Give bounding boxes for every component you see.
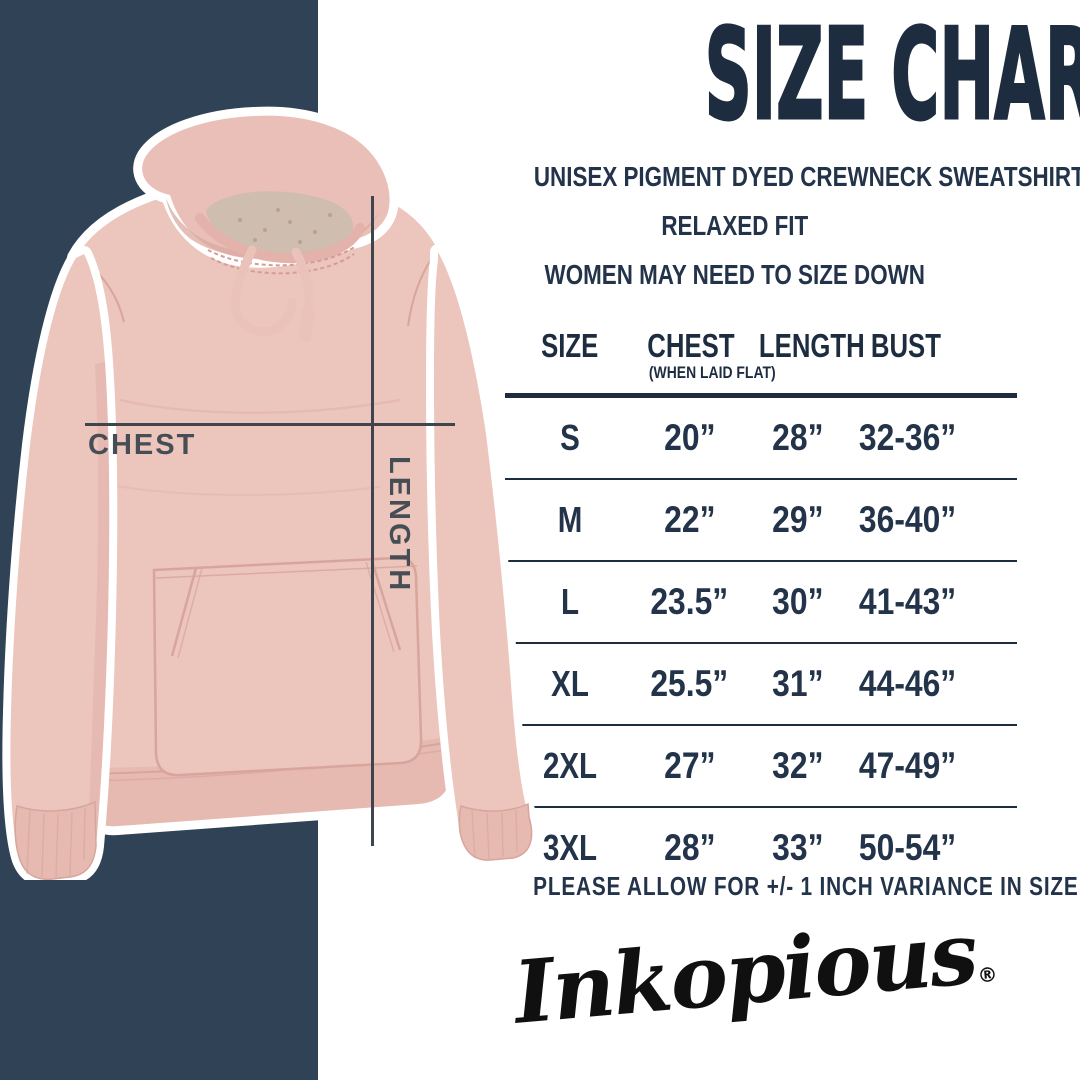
- table-row: S 20” 28” 32-36”: [505, 398, 1017, 480]
- size-table-header: SIZE CHEST LENGTH BUST: [505, 327, 1017, 365]
- cell-size: M: [557, 499, 583, 540]
- cell-length: 29”: [771, 499, 824, 540]
- table-row: 3XL 28” 33” 50-54”: [505, 808, 1017, 888]
- subtitle-block: UNISEX PIGMENT DYED CREWNECK SWEATSHIRT …: [465, 152, 1080, 299]
- left-cuff: [14, 800, 97, 880]
- cell-bust: 50-54”: [858, 827, 957, 868]
- cell-bust: 36-40”: [858, 499, 957, 540]
- size-table-rows: S 20” 28” 32-36” M 22” 29” 36-40” L 23.5” 30” 41-43…: [505, 398, 1017, 888]
- length-measure-line: [371, 196, 374, 846]
- cell-size: XL: [551, 663, 589, 704]
- cell-chest: 23.5”: [650, 581, 729, 622]
- table-header-rule: [505, 393, 1017, 398]
- cell-chest: 28”: [663, 827, 716, 868]
- hoodie-photo: [2, 106, 540, 880]
- cell-chest: 27”: [663, 745, 716, 786]
- brand-logo: Inkopious®: [502, 900, 1009, 1044]
- cell-size: 2XL: [542, 745, 598, 786]
- table-row: XL 25.5” 31” 44-46”: [505, 644, 1017, 726]
- cell-chest: 20”: [663, 417, 716, 458]
- cell-length: 33”: [771, 827, 824, 868]
- table-row: M 22” 29” 36-40”: [505, 480, 1017, 562]
- cell-bust: 32-36”: [858, 417, 957, 458]
- cell-chest: 25.5”: [650, 663, 729, 704]
- subtitle-line: UNISEX PIGMENT DYED CREWNECK SWEATSHIRT: [533, 161, 1080, 192]
- drawstring-aglet: [298, 305, 315, 343]
- chest-label: CHEST: [88, 429, 197, 461]
- page-title: SIZE CHART: [704, 1, 1080, 148]
- registered-trademark-icon: ®: [976, 961, 999, 988]
- column-header-bust: BUST: [870, 327, 942, 364]
- cell-chest: 22”: [663, 499, 716, 540]
- cell-length: 30”: [771, 581, 824, 622]
- cell-bust: 47-49”: [858, 745, 957, 786]
- column-header-size: SIZE: [541, 327, 599, 364]
- cell-length: 28”: [771, 417, 824, 458]
- brand-logo-text: Inkopious: [510, 902, 980, 1044]
- right-cuff: [458, 802, 533, 861]
- drawstring: [230, 245, 297, 336]
- column-header-chest: CHEST: [647, 327, 735, 364]
- chest-column-note: (WHEN LAID FLAT): [648, 363, 776, 382]
- column-header-length: LENGTH: [758, 327, 865, 364]
- cell-length: 31”: [771, 663, 824, 704]
- cell-size: 3XL: [542, 827, 598, 868]
- subtitle-line: WOMEN MAY NEED TO SIZE DOWN: [544, 259, 926, 290]
- length-label: LENGTH: [383, 456, 415, 594]
- table-row: 2XL 27” 32” 47-49”: [505, 726, 1017, 808]
- variance-footnote: PLEASE ALLOW FOR +/- 1 INCH VARIANCE IN …: [533, 871, 1079, 901]
- cell-size: S: [560, 417, 580, 458]
- subtitle-line: RELAXED FIT: [661, 210, 809, 241]
- collar-inner: [206, 191, 354, 254]
- cell-bust: 41-43”: [858, 581, 957, 622]
- kangaroo-pocket: [152, 556, 423, 777]
- table-row: L 23.5” 30” 41-43”: [505, 562, 1017, 644]
- drawstring: [291, 247, 314, 313]
- cell-size: L: [560, 581, 580, 622]
- chest-measure-line: [85, 423, 455, 426]
- cell-length: 32”: [771, 745, 824, 786]
- cell-bust: 44-46”: [858, 663, 957, 704]
- right-sleeve: [426, 244, 540, 869]
